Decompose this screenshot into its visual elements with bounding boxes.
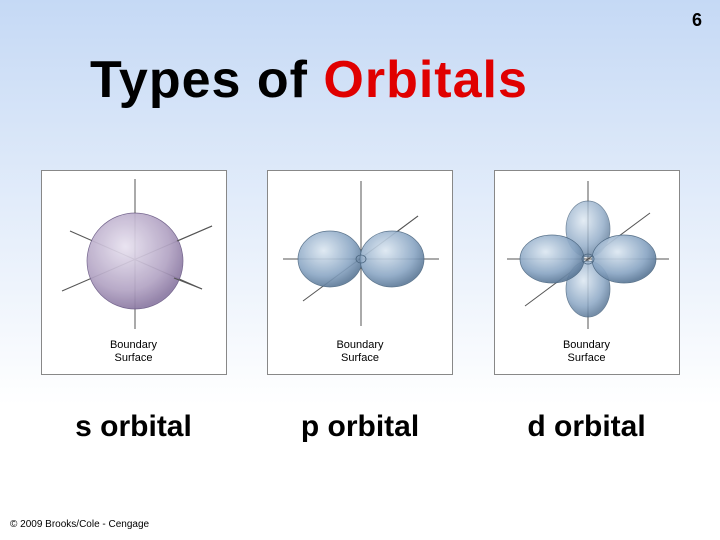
- orbital-labels-row: s orbital p orbital d orbital: [0, 410, 720, 444]
- label-d-orbital: d orbital: [494, 410, 680, 444]
- title-red: Orbitals: [323, 51, 528, 109]
- caption-line: Surface: [568, 352, 606, 364]
- panel-p-orbital: Boundary Surface: [267, 170, 453, 375]
- panel-caption-p: Boundary Surface: [336, 339, 383, 371]
- title-black: Types of: [90, 51, 323, 109]
- panel-caption-d: Boundary Surface: [563, 339, 610, 371]
- panel-caption-s: Boundary Surface: [110, 339, 157, 371]
- slide-title: Types of Orbitals: [90, 50, 528, 110]
- label-s-orbital: s orbital: [41, 410, 227, 444]
- d-orbital-diagram: [495, 171, 679, 339]
- caption-line: Surface: [341, 352, 379, 364]
- orbital-panels-row: Boundary Surface: [0, 170, 720, 375]
- page-number: 6: [692, 10, 702, 31]
- panel-s-orbital: Boundary Surface: [41, 170, 227, 375]
- p-orbital-diagram: [268, 171, 452, 339]
- caption-line: Surface: [115, 352, 153, 364]
- panel-d-orbital: Boundary Surface: [494, 170, 680, 375]
- s-orbital-diagram: [42, 171, 226, 339]
- copyright-text: © 2009 Brooks/Cole - Cengage: [10, 519, 149, 530]
- caption-line: Boundary: [110, 339, 157, 351]
- caption-line: Boundary: [563, 339, 610, 351]
- label-p-orbital: p orbital: [267, 410, 453, 444]
- caption-line: Boundary: [336, 339, 383, 351]
